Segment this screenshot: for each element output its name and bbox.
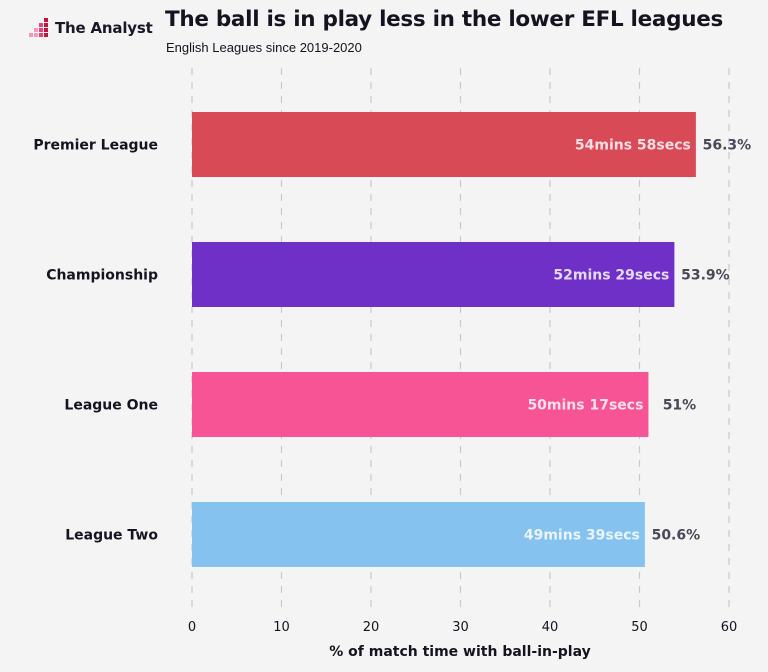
analyst-logo-icon bbox=[29, 18, 48, 37]
category-label: Premier League bbox=[33, 138, 158, 154]
logo-square bbox=[44, 33, 48, 37]
time-label: 54mins 58secs bbox=[575, 138, 691, 154]
logo-square bbox=[39, 33, 43, 37]
bar bbox=[192, 242, 675, 307]
x-tick-label: 50 bbox=[631, 620, 648, 635]
category-label: Championship bbox=[46, 268, 158, 284]
logo-square bbox=[44, 28, 48, 32]
logo-square bbox=[39, 28, 43, 32]
x-tick-label: 40 bbox=[542, 620, 559, 635]
value-label: 50.6% bbox=[652, 528, 701, 544]
logo-square bbox=[34, 33, 38, 37]
logo-square bbox=[44, 18, 48, 22]
x-tick-label: 20 bbox=[363, 620, 380, 635]
bar bbox=[192, 372, 649, 437]
chart-title: The ball is in play less in the lower EF… bbox=[165, 7, 723, 32]
logo-square bbox=[39, 23, 43, 27]
x-tick-label: 0 bbox=[188, 620, 196, 635]
value-label: 56.3% bbox=[703, 138, 752, 154]
x-tick-label: 10 bbox=[273, 620, 290, 635]
logo-square bbox=[29, 33, 33, 37]
logo-square bbox=[44, 23, 48, 27]
x-tick-label: 60 bbox=[721, 620, 738, 635]
value-label: 53.9% bbox=[681, 268, 730, 284]
time-label: 49mins 39secs bbox=[524, 528, 640, 544]
x-axis-title: % of match time with ball-in-play bbox=[329, 644, 590, 660]
category-label: League Two bbox=[65, 528, 158, 544]
brand-name: The Analyst bbox=[55, 19, 153, 37]
value-label: 51% bbox=[663, 398, 697, 414]
time-label: 50mins 17secs bbox=[527, 398, 643, 414]
bar bbox=[192, 112, 696, 177]
x-tick-label: 30 bbox=[452, 620, 469, 635]
brand-logo: The Analyst bbox=[28, 17, 153, 39]
time-label: 52mins 29secs bbox=[553, 268, 669, 284]
category-label: League One bbox=[64, 398, 158, 414]
logo-square bbox=[34, 28, 38, 32]
bar bbox=[192, 502, 645, 567]
chart-subtitle: English Leagues since 2019-2020 bbox=[166, 40, 362, 55]
